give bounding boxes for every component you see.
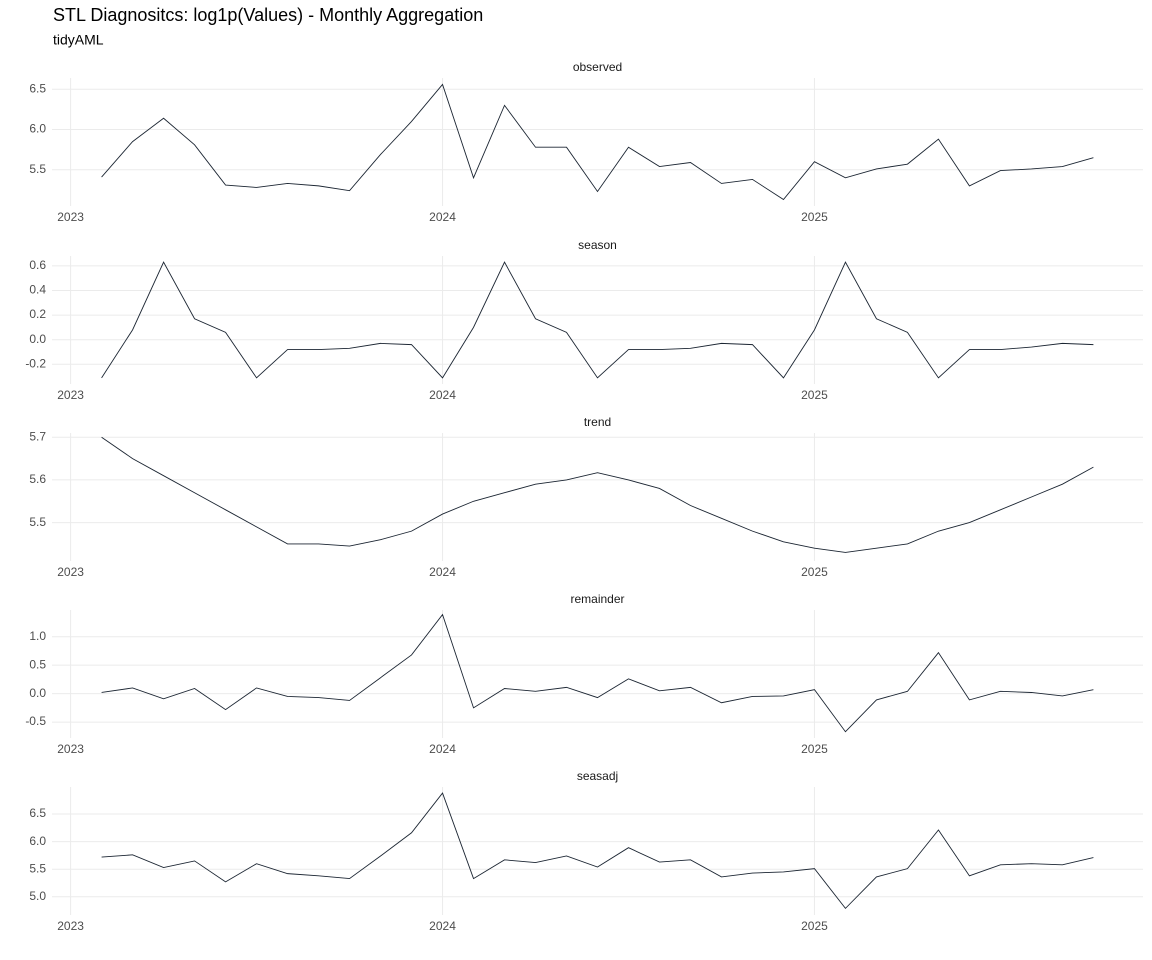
y-tick-label: 6.0 [29, 834, 46, 848]
x-tick-label: 2023 [57, 742, 84, 756]
series-line [101, 436, 1094, 553]
y-tick-label: 6.5 [29, 806, 46, 820]
x-tick-label: 2025 [801, 565, 828, 579]
y-tick-label: 6.5 [29, 81, 46, 95]
y-tick-label: 0.0 [29, 332, 46, 346]
x-tick-label: 2025 [801, 210, 828, 224]
strip-label: observed [573, 60, 622, 74]
series-line [101, 261, 1094, 379]
chart-subtitle: tidyAML [53, 32, 104, 48]
x-tick-label: 2025 [801, 919, 828, 933]
x-tick-label: 2023 [57, 210, 84, 224]
strip-label: seasadj [577, 769, 618, 783]
y-tick-label: 0.4 [29, 283, 46, 297]
y-tick-label: 1.0 [29, 629, 46, 643]
x-tick-label: 2024 [429, 388, 456, 402]
y-tick-label: 0.2 [29, 307, 46, 321]
strip-label: season [578, 238, 617, 252]
x-tick-label: 2024 [429, 565, 456, 579]
y-tick-label: 0.5 [29, 657, 46, 671]
x-tick-label: 2023 [57, 919, 84, 933]
x-tick-label: 2025 [801, 742, 828, 756]
y-tick-label: 5.6 [29, 472, 46, 486]
y-tick-label: -0.5 [25, 714, 46, 728]
x-tick-label: 2024 [429, 919, 456, 933]
strip-label: trend [584, 415, 611, 429]
series-line [101, 792, 1094, 910]
x-tick-label: 2024 [429, 210, 456, 224]
x-tick-label: 2025 [801, 388, 828, 402]
x-tick-label: 2023 [57, 388, 84, 402]
series-line [101, 83, 1094, 201]
y-tick-label: 5.5 [29, 162, 46, 176]
x-tick-label: 2024 [429, 742, 456, 756]
x-tick-label: 2023 [57, 565, 84, 579]
series-line [101, 613, 1094, 733]
y-tick-label: 6.0 [29, 122, 46, 136]
strip-label: remainder [570, 592, 624, 606]
chart-title: STL Diagnositcs: log1p(Values) - Monthly… [53, 5, 483, 25]
y-tick-label: 0.6 [29, 258, 46, 272]
y-tick-label: 5.5 [29, 861, 46, 875]
y-tick-label: 5.7 [29, 429, 46, 443]
y-tick-label: 5.0 [29, 889, 46, 903]
y-tick-label: -0.2 [25, 356, 46, 370]
y-tick-label: 5.5 [29, 515, 46, 529]
y-tick-label: 0.0 [29, 686, 46, 700]
